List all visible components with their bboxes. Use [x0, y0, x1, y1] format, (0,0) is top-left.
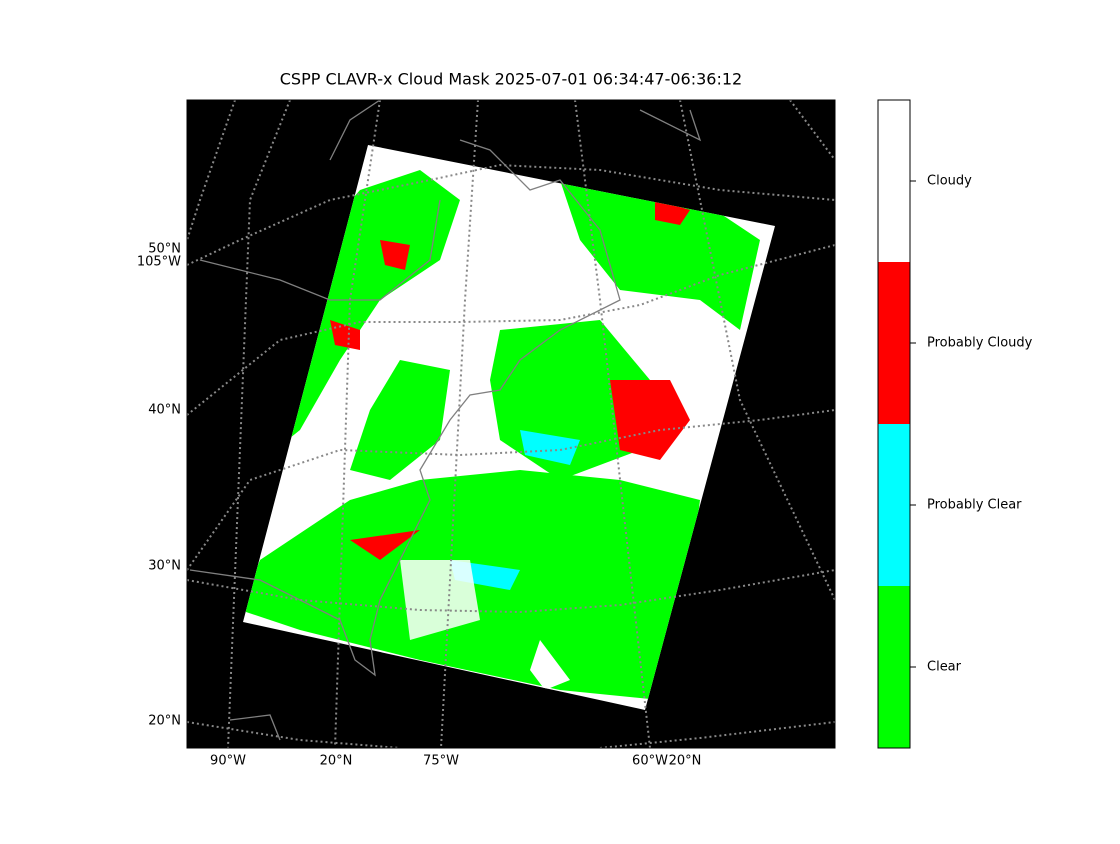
colorbar-label: Probably Clear [927, 498, 1022, 513]
lon-label: 60°W [632, 754, 668, 769]
colorbar: Cloudy Probably Cloudy Probably Clear Clear [877, 99, 1033, 749]
title: CSPP CLAVR-x Cloud Mask 2025-07-01 06:34… [280, 70, 742, 89]
colorbar-label: Clear [927, 660, 962, 675]
lat-label: 30°N [148, 559, 181, 574]
colorbar-segment [878, 262, 910, 424]
lat-label: 105°W [137, 255, 181, 270]
lat-label: 20°N [148, 714, 181, 729]
lat-label: 50°N [148, 242, 181, 257]
colorbar-frame [877, 99, 911, 749]
lon-label: 20°N [320, 754, 353, 769]
lon-label: 20°N [669, 754, 702, 769]
lon-label: 90°W [210, 754, 246, 769]
lat-label: 40°N [148, 403, 181, 418]
colorbar-label: Cloudy [927, 174, 972, 189]
colorbar-segment [878, 586, 910, 748]
map-frame [186, 99, 836, 749]
colorbar-label: Probably Cloudy [927, 336, 1033, 351]
lon-label: 75°W [423, 754, 459, 769]
map [187, 100, 835, 748]
colorbar-segment [878, 424, 910, 586]
colorbar-segment [878, 100, 910, 262]
